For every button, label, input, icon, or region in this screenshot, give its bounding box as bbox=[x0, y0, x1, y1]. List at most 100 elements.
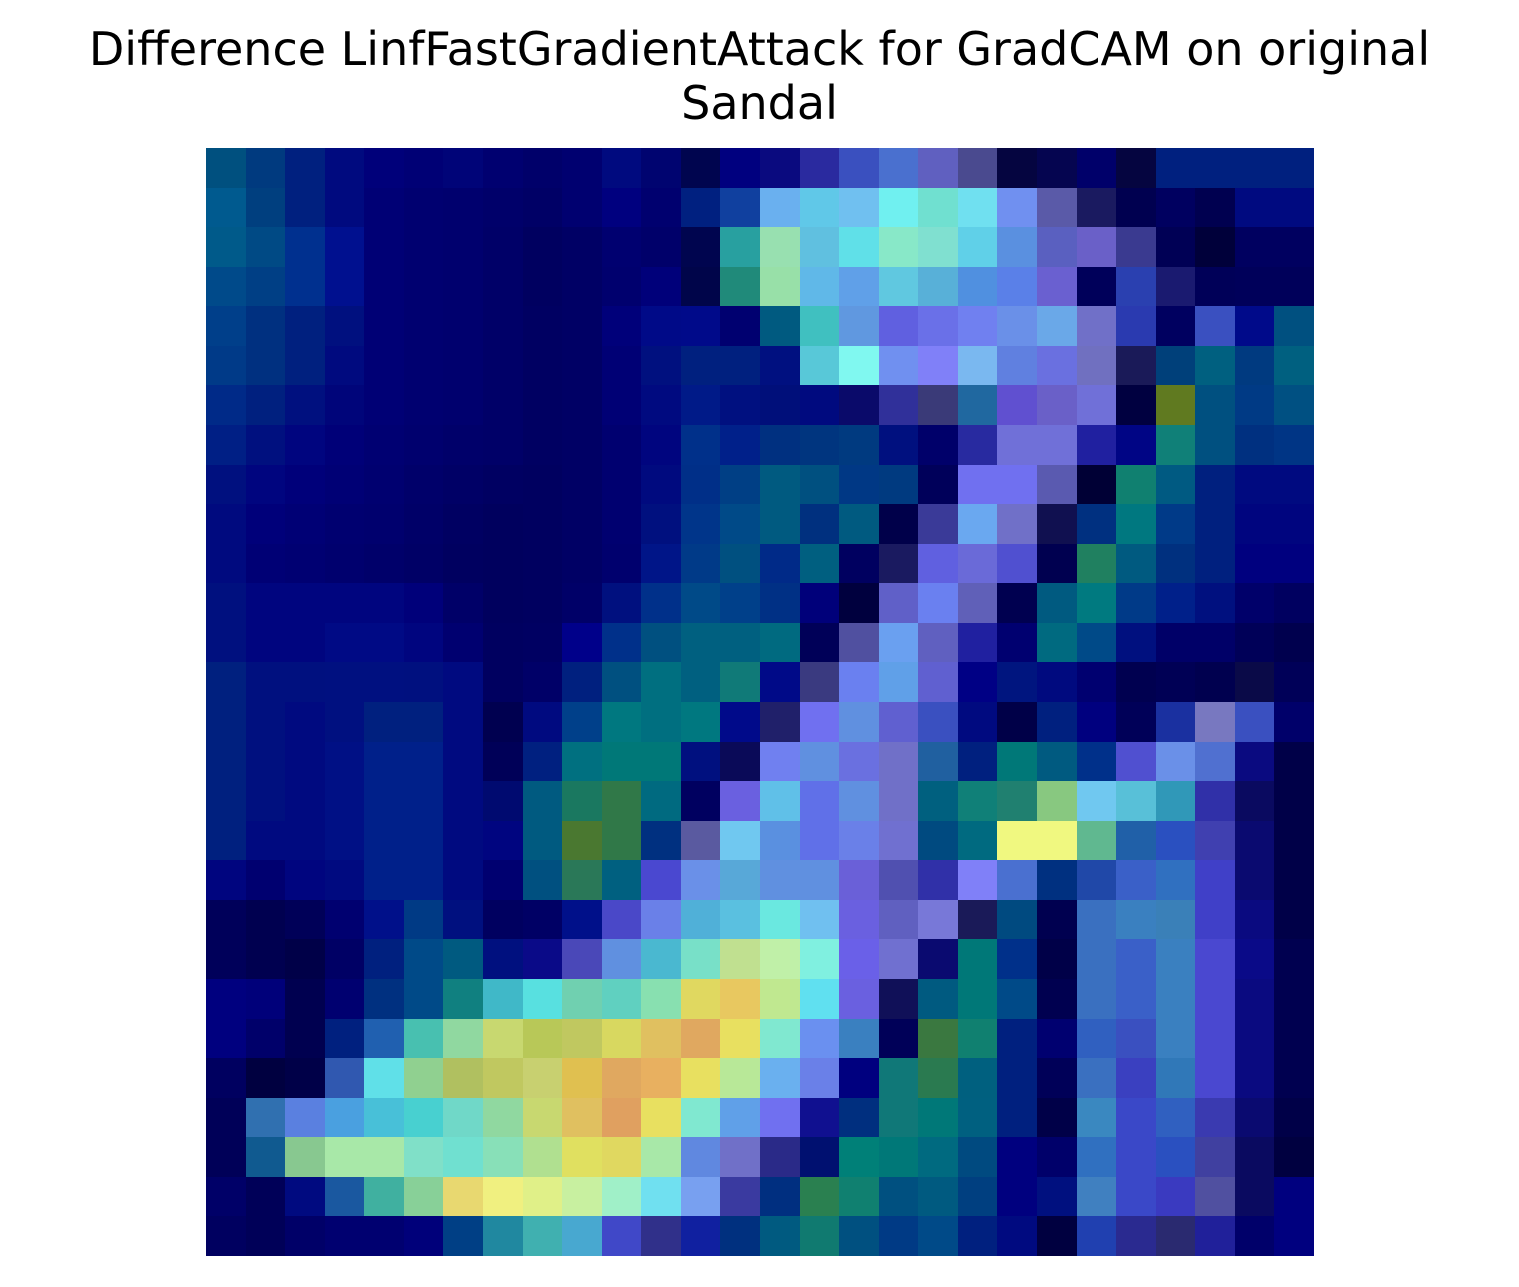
heatmap-cell bbox=[562, 860, 602, 900]
heatmap-cell bbox=[997, 820, 1037, 861]
heatmap-cell bbox=[957, 939, 998, 979]
heatmap-cell bbox=[641, 1058, 681, 1098]
heatmap-cell bbox=[1234, 227, 1275, 267]
heatmap-cell bbox=[403, 148, 444, 188]
heatmap-cell bbox=[1037, 227, 1077, 267]
heatmap-cell bbox=[839, 504, 879, 544]
heatmap-cell bbox=[1037, 187, 1077, 228]
heatmap-cell bbox=[799, 345, 840, 386]
heatmap-cell bbox=[680, 266, 721, 307]
heatmap-cell bbox=[918, 899, 958, 940]
heatmap-cell bbox=[1195, 425, 1235, 465]
heatmap-cell bbox=[324, 1058, 365, 1098]
heatmap-cell bbox=[957, 979, 998, 1019]
heatmap-cell bbox=[997, 187, 1037, 228]
heatmap-cell bbox=[245, 622, 286, 663]
heatmap-cell bbox=[760, 899, 800, 940]
heatmap-cell bbox=[957, 345, 998, 386]
heatmap-cell bbox=[799, 1216, 840, 1256]
heatmap-cell bbox=[997, 899, 1037, 940]
heatmap-cell bbox=[285, 583, 325, 623]
heatmap-cell bbox=[641, 939, 681, 979]
heatmap-cell bbox=[522, 187, 563, 228]
heatmap-cell bbox=[324, 345, 365, 386]
heatmap-cell bbox=[483, 979, 523, 1019]
heatmap-cell bbox=[522, 148, 563, 188]
heatmap-cell bbox=[720, 820, 760, 861]
heatmap-cell bbox=[483, 820, 523, 861]
heatmap-cell bbox=[601, 306, 642, 346]
heatmap-cell bbox=[760, 266, 800, 307]
heatmap-cell bbox=[483, 425, 523, 465]
heatmap-cell bbox=[641, 860, 681, 900]
heatmap-cell bbox=[997, 1137, 1037, 1177]
heatmap-cell bbox=[957, 306, 998, 346]
heatmap-cell bbox=[206, 504, 246, 544]
heatmap-cell bbox=[1274, 385, 1314, 425]
heatmap-cell bbox=[324, 860, 365, 900]
heatmap-cell bbox=[324, 583, 365, 623]
heatmap-cell bbox=[285, 939, 325, 979]
heatmap-cell bbox=[760, 345, 800, 386]
heatmap-cell bbox=[839, 1058, 879, 1098]
heatmap-cell bbox=[443, 148, 483, 188]
heatmap-cell bbox=[878, 187, 919, 228]
heatmap-cell bbox=[443, 1176, 483, 1217]
heatmap-cell bbox=[443, 1137, 483, 1177]
heatmap-cell bbox=[1037, 741, 1077, 782]
heatmap-cell bbox=[918, 464, 958, 505]
heatmap-cell bbox=[364, 187, 404, 228]
heatmap-cell bbox=[1234, 464, 1275, 505]
heatmap-cell bbox=[601, 979, 642, 1019]
heatmap-cell bbox=[918, 662, 958, 702]
heatmap-cell bbox=[364, 543, 404, 584]
heatmap-cell bbox=[443, 939, 483, 979]
heatmap-cell bbox=[443, 504, 483, 544]
heatmap-cell bbox=[483, 345, 523, 386]
heatmap-cell bbox=[918, 1058, 958, 1098]
heatmap-cell bbox=[245, 227, 286, 267]
heatmap-cell bbox=[720, 148, 760, 188]
heatmap-cell bbox=[799, 306, 840, 346]
heatmap-cell bbox=[957, 266, 998, 307]
heatmap-cell bbox=[641, 345, 681, 386]
heatmap-cell bbox=[206, 741, 246, 782]
heatmap-cell bbox=[1234, 583, 1275, 623]
heatmap-cell bbox=[522, 860, 563, 900]
heatmap-cell bbox=[522, 1216, 563, 1256]
heatmap-cell bbox=[245, 425, 286, 465]
heatmap-cell bbox=[680, 1176, 721, 1217]
heatmap-cell bbox=[364, 227, 404, 267]
heatmap-cell bbox=[957, 1097, 998, 1138]
heatmap-cell bbox=[1195, 266, 1235, 307]
heatmap-cell bbox=[1116, 425, 1156, 465]
heatmap-cell bbox=[680, 939, 721, 979]
heatmap-cell bbox=[245, 504, 286, 544]
heatmap-cell bbox=[364, 979, 404, 1019]
heatmap-cell bbox=[1076, 425, 1117, 465]
heatmap-cell bbox=[1116, 306, 1156, 346]
heatmap-cell bbox=[1274, 1137, 1314, 1177]
heatmap-cell bbox=[760, 702, 800, 742]
heatmap-cell bbox=[285, 1216, 325, 1256]
heatmap-cell bbox=[483, 227, 523, 267]
heatmap-cell bbox=[483, 1097, 523, 1138]
heatmap-cell bbox=[957, 1176, 998, 1217]
heatmap-cell bbox=[641, 306, 681, 346]
heatmap-cell bbox=[1234, 1137, 1275, 1177]
heatmap-cell bbox=[443, 187, 483, 228]
heatmap-cell bbox=[680, 543, 721, 584]
heatmap-cell bbox=[680, 1137, 721, 1177]
heatmap-cell bbox=[245, 187, 286, 228]
heatmap-cell bbox=[206, 1137, 246, 1177]
heatmap-cell bbox=[1195, 781, 1235, 821]
heatmap-cell bbox=[1274, 266, 1314, 307]
heatmap-cell bbox=[680, 1058, 721, 1098]
heatmap-cell bbox=[1274, 741, 1314, 782]
heatmap-cell bbox=[1274, 622, 1314, 663]
heatmap-cell bbox=[443, 306, 483, 346]
heatmap-cell bbox=[285, 741, 325, 782]
heatmap-cell bbox=[403, 702, 444, 742]
heatmap-cell bbox=[680, 148, 721, 188]
heatmap-cell bbox=[285, 979, 325, 1019]
